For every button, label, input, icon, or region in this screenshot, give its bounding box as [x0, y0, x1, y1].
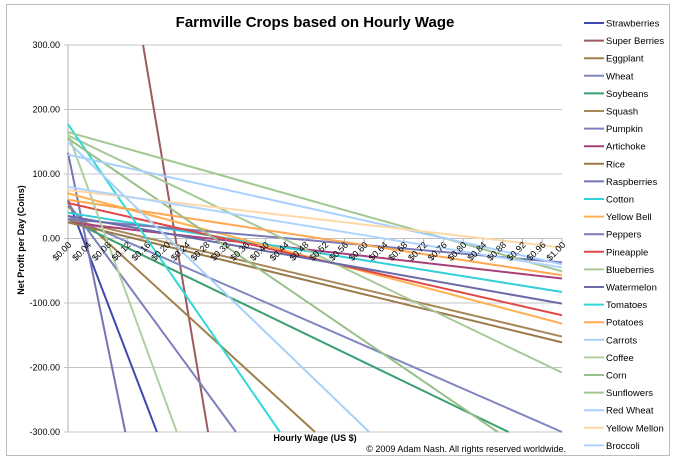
series-line-carrots	[67, 141, 370, 433]
legend-label: Super Berries	[606, 36, 664, 47]
legend-label: Raspberries	[606, 177, 657, 188]
y-axis-ticks: 300.00 200.00 100.00 0.00 -100.00 -200.00 -300…	[29, 40, 60, 437]
legend-label: Red Wheat	[606, 406, 654, 417]
y-axis-title: Net Profit per Day (Coins)	[16, 185, 26, 295]
legend-label: Soybeans	[606, 89, 649, 100]
series-line-pumpkin	[67, 202, 237, 433]
series-line-sunflowers	[67, 131, 563, 273]
y-tick-label: -100.00	[29, 298, 60, 308]
legend-label: Tomatoes	[606, 300, 647, 311]
legend-label: Artichoke	[606, 142, 646, 153]
series-line-peppers	[67, 218, 563, 264]
series-line-potatoes	[67, 198, 563, 277]
x-tick-label: $1.00	[544, 240, 567, 263]
x-axis-title: Hourly Wage (US $)	[273, 433, 356, 443]
series-line-coffee	[67, 133, 178, 433]
chart-border	[6, 4, 670, 456]
legend-label: Carrots	[606, 335, 637, 346]
copyright-annotation: © 2009 Adam Nash. All rights reserved wo…	[366, 444, 566, 454]
legend-label: Cotton	[606, 195, 634, 206]
series-line-raspberries	[67, 152, 127, 433]
x-tick-label: $0.28	[189, 240, 212, 263]
series-line-red-wheat	[67, 153, 563, 266]
y-tick-label: -200.00	[29, 363, 60, 373]
y-tick-label: 0.00	[42, 234, 60, 244]
legend-label: Coffee	[606, 353, 634, 364]
legend-label: Squash	[606, 107, 638, 118]
y-tick-label: 300.00	[32, 40, 60, 50]
series-line-soybeans	[67, 218, 510, 433]
legend-label: Strawberries	[606, 19, 660, 30]
y-tick-label: 100.00	[32, 169, 60, 179]
legend-label: Wheat	[606, 71, 634, 82]
series-line-artichoke	[67, 221, 563, 280]
series-line-blueberries	[67, 134, 563, 374]
series-line-broccoli	[67, 185, 563, 269]
legend-label: Pumpkin	[606, 124, 643, 135]
series-line-corn	[67, 137, 499, 433]
legend-label: Peppers	[606, 230, 642, 241]
series-line-wheat	[67, 215, 563, 433]
legend-label: Broccoli	[606, 441, 640, 452]
legend-label: Potatoes	[606, 318, 644, 329]
legend-label: Pineapple	[606, 247, 648, 258]
legend-label: Yellow Mellon	[606, 423, 664, 434]
series-line-watermelon	[67, 214, 563, 305]
series-line-squash	[67, 218, 563, 338]
legend: Strawberries Super Berries Eggplant Wheat So…	[584, 19, 664, 452]
series-lines	[67, 44, 563, 433]
legend-label: Rice	[606, 159, 625, 170]
series-line-super-berries	[142, 44, 210, 433]
legend-label: Sunflowers	[606, 388, 653, 399]
series-line-tomatoes	[67, 123, 281, 433]
chart-title: Farmville Crops based on Hourly Wage	[176, 14, 455, 31]
legend-label: Watermelon	[606, 283, 657, 294]
legend-label: Yellow Bell	[606, 212, 652, 223]
series-line-strawberries	[67, 199, 158, 433]
legend-label: Eggplant	[606, 54, 644, 65]
legend-label: Corn	[606, 371, 627, 382]
y-tick-label: -300.00	[29, 427, 60, 437]
legend-label: Blueberries	[606, 265, 654, 276]
y-tick-label: 200.00	[32, 105, 60, 115]
